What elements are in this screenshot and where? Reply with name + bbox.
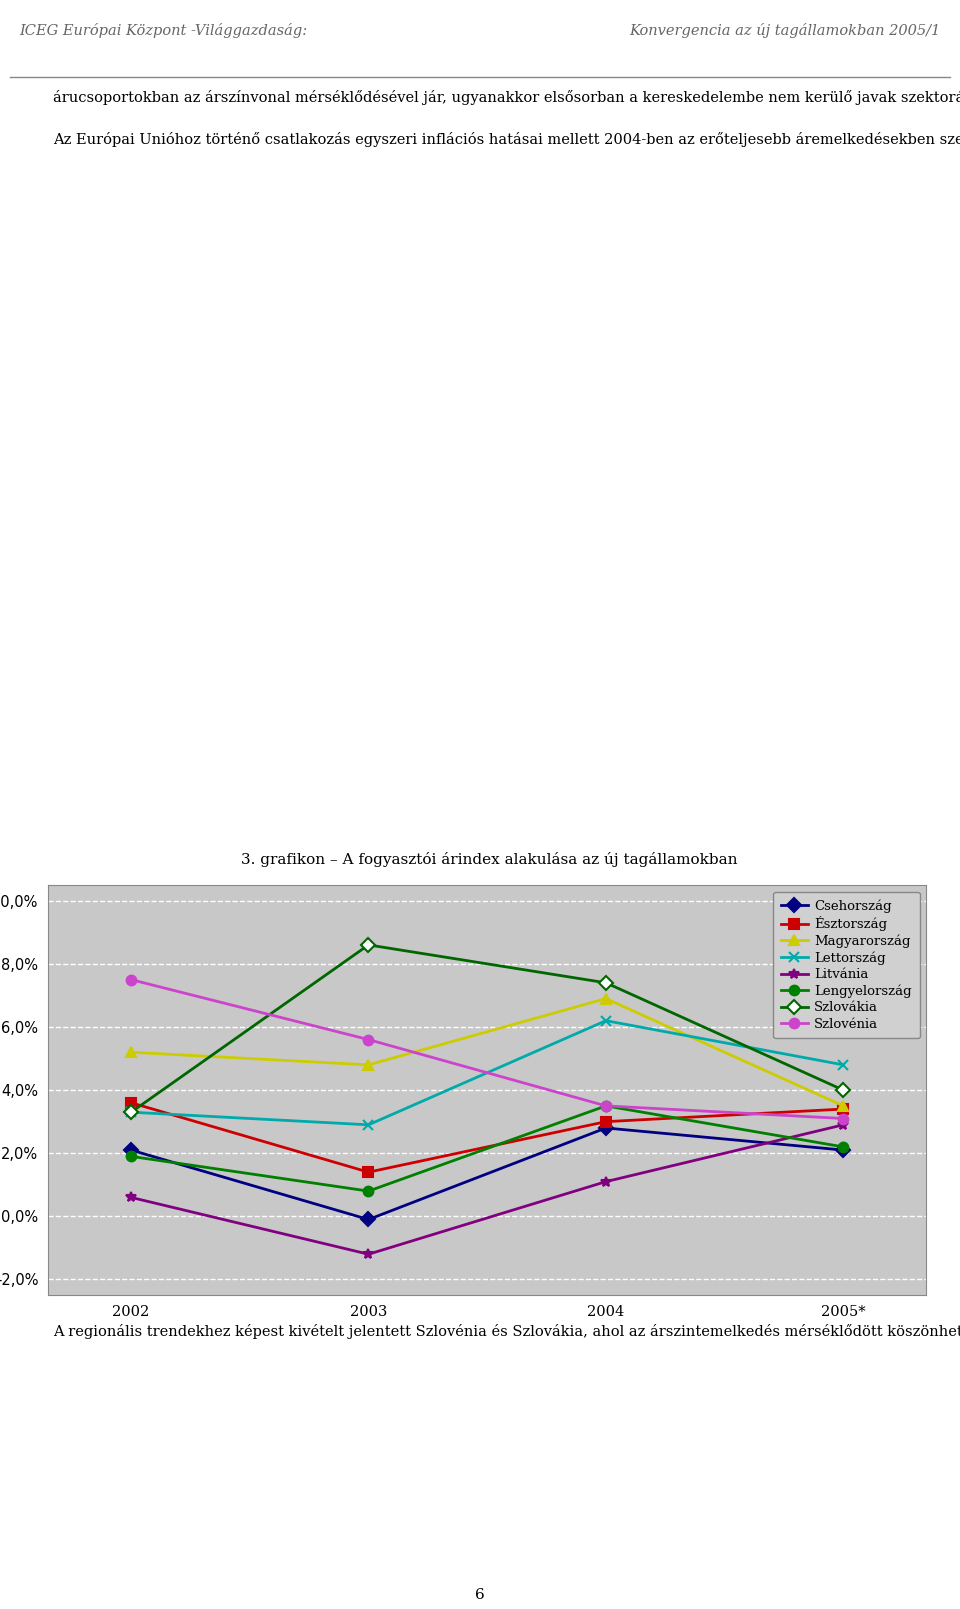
Text: A regionális trendekhez képest kivételt jelentett Szlovénia és Szlovákia, ahol a: A regionális trendekhez képest kivételt … <box>53 1324 960 1339</box>
Lettország <box>837 1056 849 1075</box>
Text: Konvergencia az új tagállamokban 2005/1: Konvergencia az új tagállamokban 2005/1 <box>630 23 941 37</box>
Lengyelország <box>126 1147 137 1167</box>
Line: Észtország: Észtország <box>126 1097 849 1178</box>
Lengyelország <box>837 1138 849 1157</box>
Litvánia <box>600 1171 612 1191</box>
Észtország <box>126 1093 137 1112</box>
Szlovénia <box>600 1096 612 1115</box>
Csehország <box>126 1141 137 1160</box>
Szlovákia <box>126 1102 137 1121</box>
Legend: Csehország, Észtország, Magyarország, Lettország, Litvánia, Lengyelország, Szlov: Csehország, Észtország, Magyarország, Le… <box>774 891 920 1038</box>
Line: Csehország: Csehország <box>126 1123 849 1224</box>
Magyarország <box>837 1096 849 1115</box>
Lengyelország <box>600 1096 612 1115</box>
Szlovákia <box>600 973 612 993</box>
Szlovákia <box>837 1081 849 1101</box>
Szlovénia <box>126 970 137 990</box>
Csehország <box>837 1141 849 1160</box>
Észtország <box>837 1099 849 1118</box>
Lettország <box>126 1102 137 1121</box>
Line: Szlovákia: Szlovákia <box>126 940 849 1117</box>
Text: árucsoportokban az árszínvonal mérséklődésével jár, ugyanakkor elsősorban a kere: árucsoportokban az árszínvonal mérséklőd… <box>53 90 960 146</box>
Text: ICEG Európai Központ -Világgazdaság:: ICEG Európai Központ -Világgazdaság: <box>19 23 307 37</box>
Lengyelország <box>363 1181 374 1200</box>
Észtország <box>363 1162 374 1181</box>
Litvánia <box>126 1187 137 1207</box>
Line: Lettország: Lettország <box>126 1015 849 1130</box>
Magyarország <box>126 1043 137 1062</box>
Magyarország <box>363 1056 374 1075</box>
Line: Magyarország: Magyarország <box>126 994 849 1110</box>
Magyarország <box>600 990 612 1009</box>
Szlovénia <box>837 1109 849 1128</box>
Csehország <box>363 1210 374 1229</box>
Line: Szlovénia: Szlovénia <box>126 975 849 1123</box>
Text: 3. grafikon – A fogyasztói árindex alakulása az új tagállamokban: 3. grafikon – A fogyasztói árindex alaku… <box>241 851 738 867</box>
Csehország <box>600 1118 612 1138</box>
Text: 6: 6 <box>475 1588 485 1601</box>
Szlovákia <box>363 935 374 954</box>
Litvánia <box>837 1115 849 1134</box>
Line: Lengyelország: Lengyelország <box>126 1101 849 1195</box>
Észtország <box>600 1112 612 1131</box>
Lettország <box>363 1115 374 1134</box>
Lettország <box>600 1010 612 1030</box>
Litvánia <box>363 1245 374 1265</box>
Szlovénia <box>363 1030 374 1049</box>
Line: Litvánia: Litvánia <box>126 1120 849 1260</box>
